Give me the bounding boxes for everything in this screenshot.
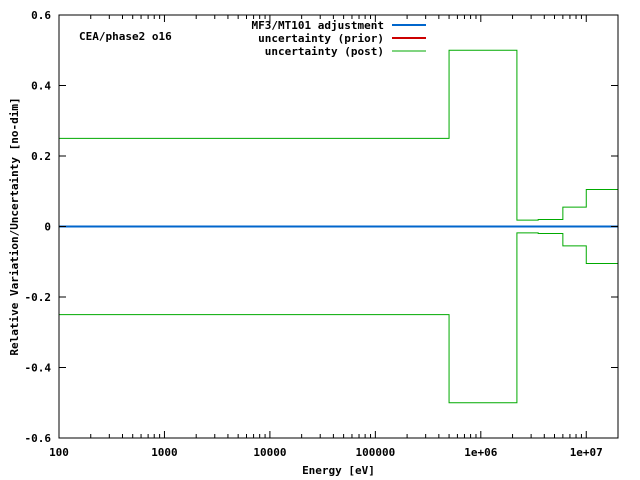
x-tick-label: 100 bbox=[49, 446, 69, 459]
y-tick-label: 0.2 bbox=[31, 150, 51, 163]
legend-label-2: uncertainty (prior) bbox=[258, 32, 384, 45]
x-tick-label: 1e+07 bbox=[570, 446, 603, 459]
y-tick-label: 0.4 bbox=[31, 80, 51, 93]
x-tick-label: 1e+06 bbox=[464, 446, 497, 459]
y-axis-label: Relative Variation/Uncertainty [no-dim] bbox=[8, 97, 21, 355]
x-axis-label: Energy [eV] bbox=[302, 464, 375, 477]
series-3-lower-line bbox=[59, 232, 618, 404]
series-3-upper-line bbox=[59, 49, 618, 221]
x-tick-label: 10000 bbox=[253, 446, 286, 459]
y-tick-label: 0 bbox=[44, 221, 51, 234]
x-tick-label: 100000 bbox=[355, 446, 395, 459]
legend-label-1: MF3/MT101 adjustment bbox=[252, 19, 384, 32]
chart-annotation: CEA/phase2 o16 bbox=[79, 30, 172, 43]
y-tick-label: 0.6 bbox=[31, 9, 51, 22]
y-tick-label: -0.6 bbox=[25, 432, 52, 445]
y-tick-label: -0.2 bbox=[25, 291, 52, 304]
legend-label-3: uncertainty (post) bbox=[265, 45, 384, 58]
x-tick-label: 1000 bbox=[151, 446, 178, 459]
y-tick-label: -0.4 bbox=[25, 362, 52, 375]
